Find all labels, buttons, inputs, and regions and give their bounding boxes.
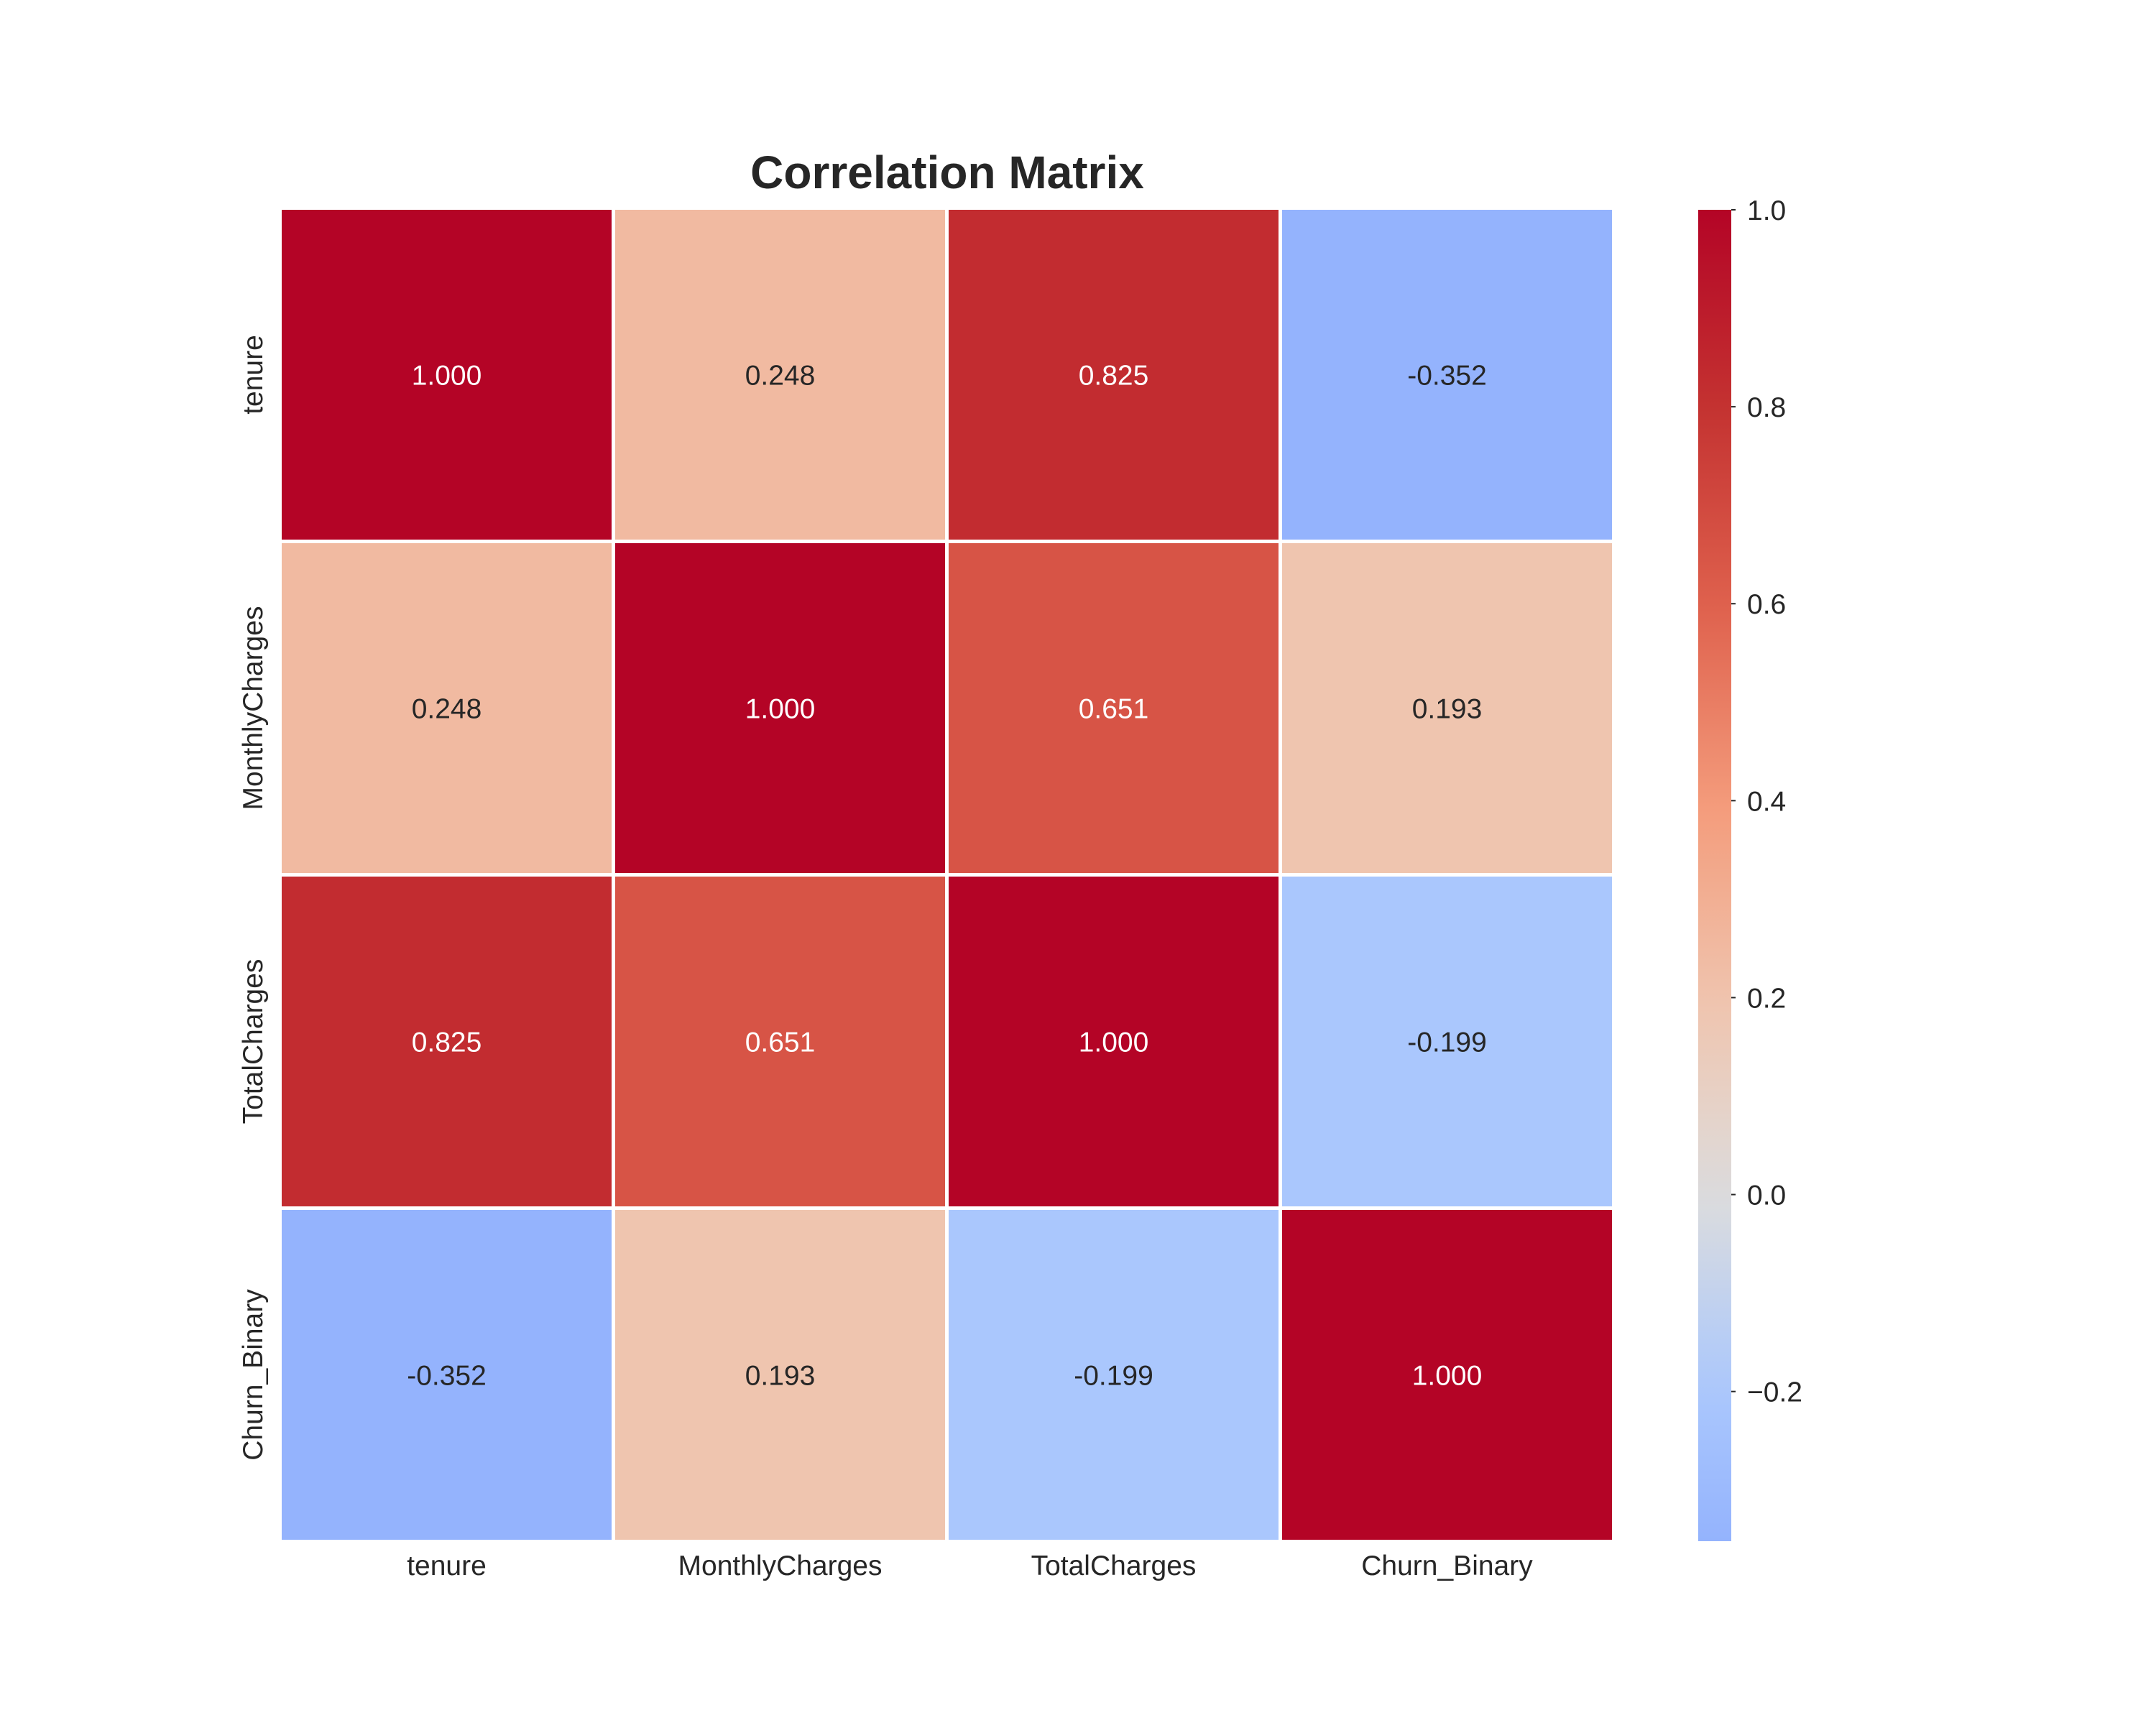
row-axis-label: Churn_Binary: [238, 1289, 269, 1461]
heatmap-cell-label: -0.352: [1407, 361, 1487, 392]
heatmap-cell: [949, 1210, 1279, 1540]
heatmap-cell: [282, 1210, 612, 1540]
heatmap-cell-label: 0.193: [745, 1361, 816, 1392]
heatmap-cell-label: 0.248: [745, 361, 816, 392]
heatmap-cell: [1282, 1210, 1612, 1540]
heatmap-cell: [949, 543, 1279, 873]
heatmap-cell: [615, 1210, 945, 1540]
heatmap-cell-label: 1.000: [1412, 1361, 1483, 1392]
colorbar-tick-label: 0.2: [1747, 983, 1786, 1014]
colorbar-tick-label: 1.0: [1747, 195, 1786, 226]
colorbar: −0.2 0.0 0.2 0.4 0.6 0.8 1.0: [1698, 195, 1802, 1541]
column-axis-label: tenure: [407, 1551, 487, 1581]
heatmap-cell: [1282, 877, 1612, 1206]
heatmap-cell-label: 0.825: [412, 1027, 482, 1058]
heatmap-cell-labels: 1.000 0.248 0.825 -0.352 0.248 1.000 0.651 0.19…: [407, 361, 1487, 1392]
heatmap-cell: [282, 210, 612, 540]
heatmap-cell: [615, 210, 945, 540]
heatmap-cells: [282, 210, 1612, 1540]
column-axis-labels: tenure MonthlyCharges TotalCharges Churn_Bi…: [407, 1551, 1533, 1581]
heatmap-cell-label: 1.000: [1079, 1027, 1149, 1058]
heatmap-cell: [1282, 543, 1612, 873]
colorbar-tick-label: 0.4: [1747, 786, 1786, 817]
column-axis-label: MonthlyCharges: [678, 1551, 883, 1581]
heatmap-cell-label: 0.651: [745, 1027, 816, 1058]
heatmap-cell-label: -0.199: [1407, 1027, 1487, 1058]
column-axis-label: Churn_Binary: [1361, 1551, 1533, 1581]
heatmap-cell: [1282, 210, 1612, 540]
chart-title: Correlation Matrix: [750, 147, 1144, 198]
colorbar-tick-label: 0.8: [1747, 392, 1786, 423]
row-axis-labels: tenure MonthlyCharges TotalCharges Churn_Bi…: [238, 335, 269, 1461]
heatmap-cell: [282, 877, 612, 1206]
row-axis-label: tenure: [238, 335, 269, 415]
heatmap-cell: [615, 877, 945, 1206]
colorbar-tick-label: −0.2: [1747, 1377, 1802, 1408]
heatmap-cell-label: 1.000: [745, 694, 816, 725]
heatmap-cell-label: 1.000: [412, 361, 482, 392]
heatmap-cell: [282, 543, 612, 873]
colorbar-gradient: [1698, 210, 1731, 1541]
heatmap-cell: [615, 543, 945, 873]
heatmap-cell-label: 0.825: [1079, 361, 1149, 392]
colorbar-tick-label: 0.6: [1747, 589, 1786, 620]
heatmap-cell: [949, 210, 1279, 540]
colorbar-tick-label: 0.0: [1747, 1181, 1786, 1211]
heatmap-cell-label: -0.199: [1074, 1361, 1153, 1392]
heatmap-cell-label: 0.193: [1412, 694, 1483, 725]
row-axis-label: MonthlyCharges: [238, 606, 269, 810]
heatmap-cell-label: 0.651: [1079, 694, 1149, 725]
row-axis-label: TotalCharges: [238, 959, 269, 1124]
heatmap-cell-label: 0.248: [412, 694, 482, 725]
column-axis-label: TotalCharges: [1031, 1551, 1197, 1581]
heatmap-cell: [949, 877, 1279, 1206]
heatmap-cell-label: -0.352: [407, 1361, 487, 1392]
